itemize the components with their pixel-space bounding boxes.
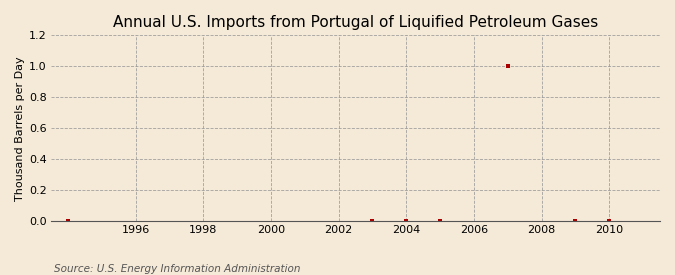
Y-axis label: Thousand Barrels per Day: Thousand Barrels per Day	[15, 56, 25, 200]
Title: Annual U.S. Imports from Portugal of Liquified Petroleum Gases: Annual U.S. Imports from Portugal of Liq…	[113, 15, 598, 30]
Text: Source: U.S. Energy Information Administration: Source: U.S. Energy Information Administ…	[54, 264, 300, 274]
